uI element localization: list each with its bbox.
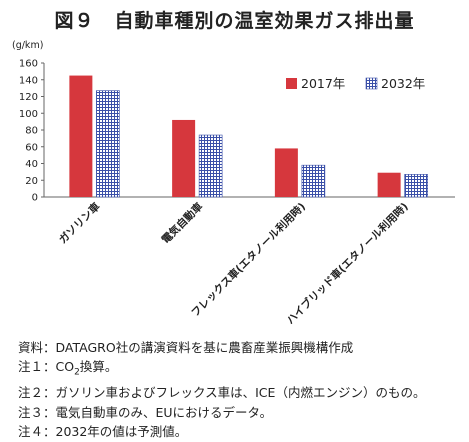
y-tick-label: 0 <box>32 193 38 204</box>
bar-2017 <box>377 172 401 197</box>
bar-2017 <box>274 148 298 197</box>
note-1: 注１：CO2換算。 <box>18 359 118 378</box>
y-tick-label: 60 <box>25 142 38 153</box>
y-tick-label: 100 <box>19 109 38 120</box>
bar-2032 <box>404 174 428 198</box>
note-4: 注４：2032年の値は予測値。 <box>18 424 188 440</box>
legend-label-2032: 2032年 <box>381 76 425 91</box>
category-label: ガソリン車 <box>56 200 103 247</box>
bar-2032 <box>301 164 326 198</box>
legend-swatch-2017 <box>286 78 297 89</box>
category-label: ハイブリッド車(エタノール利用時) <box>284 200 411 327</box>
y-tick-label: 80 <box>25 126 38 137</box>
y-tick-label: 20 <box>25 176 38 187</box>
unit-label: (g/km) <box>12 40 43 51</box>
chart-title: 図９ 自動車種別の温室効果ガス排出量 <box>54 10 415 32</box>
y-tick-label: 160 <box>19 59 38 70</box>
note-2: 注２：ガソリン車およびフレックス車は、ICE（内燃エンジン）のもの。 <box>18 385 426 401</box>
y-tick-label: 140 <box>19 75 38 86</box>
category-label: フレックス車(エタノール利用時) <box>189 200 308 319</box>
notes: 資料：DATAGRO社の講演資料を基に農畜産業振興機構作成 注１：CO2換算。 … <box>18 338 463 442</box>
category-label: 電気自動車 <box>159 200 206 247</box>
legend-swatch-2032 <box>365 77 378 90</box>
legend-label-2017: 2017年 <box>301 76 345 91</box>
y-tick-label: 120 <box>19 92 38 103</box>
bar-chart: (g/km) 0 20 40 60 80 100 120 140 160 ガソリン車 電気自動車フレッ… <box>12 40 455 327</box>
note-3: 注３：電気自動車のみ、EUにおけるデータ。 <box>18 404 273 420</box>
bar-2017 <box>69 75 93 197</box>
bar-2032 <box>198 134 223 198</box>
y-tick-label: 40 <box>25 159 38 170</box>
source-note: 資料：DATAGRO社の講演資料を基に農畜産業振興機構作成 <box>18 340 354 355</box>
bar-2032 <box>96 90 120 198</box>
bar-2017 <box>172 119 196 197</box>
